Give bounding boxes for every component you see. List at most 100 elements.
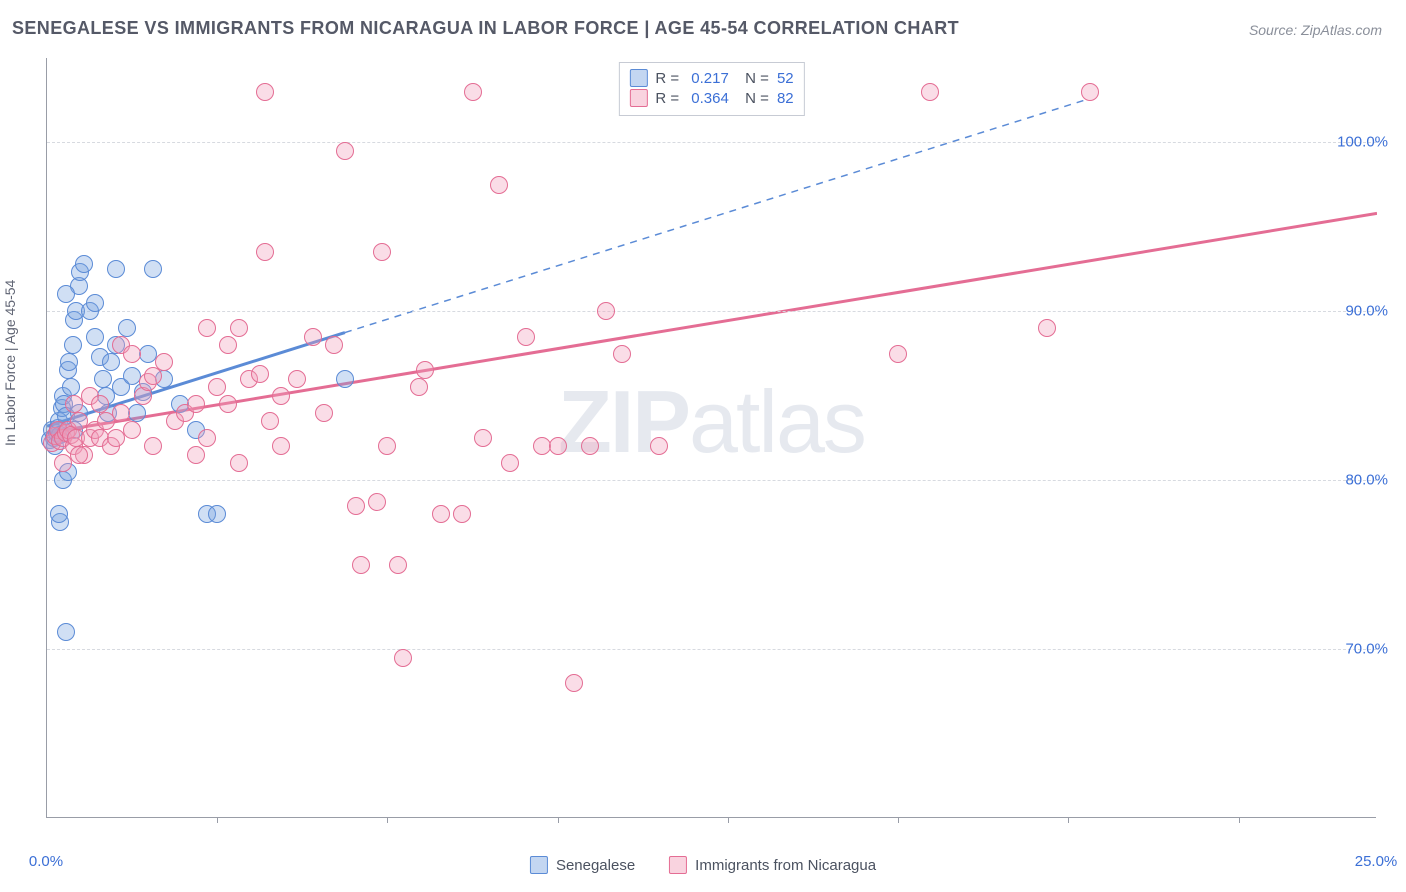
data-point-a [57, 623, 75, 641]
data-point-b [123, 421, 141, 439]
data-point-b [650, 437, 668, 455]
data-point-b [889, 345, 907, 363]
y-tick-label: 90.0% [1345, 303, 1388, 320]
data-point-b [155, 353, 173, 371]
data-point-b [256, 243, 274, 261]
data-point-b [410, 378, 428, 396]
data-point-b [373, 243, 391, 261]
data-point-b [123, 345, 141, 363]
data-point-b [70, 446, 88, 464]
data-point-b [219, 395, 237, 413]
swatch-b-bottom [669, 856, 687, 874]
data-point-b [112, 404, 130, 422]
data-point-a [64, 336, 82, 354]
x-tick [558, 817, 559, 823]
gridline-h [47, 649, 1376, 650]
data-point-a [50, 505, 68, 523]
x-tick [728, 817, 729, 823]
data-point-b [1081, 83, 1099, 101]
trend-lines [47, 58, 1377, 818]
data-point-a [107, 260, 125, 278]
x-tick [1239, 817, 1240, 823]
legend-label-b: Immigrants from Nicaragua [695, 857, 876, 874]
gridline-h [47, 311, 1376, 312]
data-point-a [86, 294, 104, 312]
data-point-b [416, 361, 434, 379]
data-point-b [198, 319, 216, 337]
legend-label-a: Senegalese [556, 857, 635, 874]
data-point-b [613, 345, 631, 363]
data-point-b [432, 505, 450, 523]
legend-item-b: Immigrants from Nicaragua [669, 856, 876, 874]
data-point-b [474, 429, 492, 447]
data-point-b [581, 437, 599, 455]
correlation-legend: R = 0.217 N =52 R = 0.364 N =82 [618, 62, 804, 116]
data-point-b [597, 302, 615, 320]
data-point-b [272, 437, 290, 455]
data-point-b [288, 370, 306, 388]
data-point-a [208, 505, 226, 523]
data-point-b [336, 142, 354, 160]
x-tick [217, 817, 218, 823]
x-tick-label: 25.0% [1355, 853, 1398, 870]
data-point-b [198, 429, 216, 447]
legend-row-a: R = 0.217 N =52 [629, 69, 793, 87]
x-tick [898, 817, 899, 823]
data-point-b [187, 446, 205, 464]
plot-area: ZIPatlas R = 0.217 N =52 R = 0.364 N =82 [46, 58, 1376, 818]
data-point-b [91, 395, 109, 413]
y-axis-label: In Labor Force | Age 45-54 [2, 280, 18, 446]
y-tick-label: 80.0% [1345, 472, 1388, 489]
correlation-chart: SENEGALESE VS IMMIGRANTS FROM NICARAGUA … [0, 0, 1406, 892]
data-point-b [261, 412, 279, 430]
data-point-a [86, 328, 104, 346]
data-point-b [187, 395, 205, 413]
watermark: ZIPatlas [558, 371, 865, 473]
data-point-a [128, 404, 146, 422]
data-point-a [60, 353, 78, 371]
data-point-b [352, 556, 370, 574]
data-point-b [251, 365, 269, 383]
data-point-b [490, 176, 508, 194]
swatch-b [629, 89, 647, 107]
legend-item-a: Senegalese [530, 856, 635, 874]
data-point-b [453, 505, 471, 523]
data-point-b [517, 328, 535, 346]
data-point-a [336, 370, 354, 388]
data-point-b [272, 387, 290, 405]
data-point-b [256, 83, 274, 101]
swatch-a [629, 69, 647, 87]
data-point-b [1038, 319, 1056, 337]
data-point-a [102, 353, 120, 371]
data-point-b [315, 404, 333, 422]
data-point-a [94, 370, 112, 388]
y-tick-label: 100.0% [1337, 134, 1388, 151]
data-point-b [389, 556, 407, 574]
data-point-b [378, 437, 396, 455]
data-point-a [57, 285, 75, 303]
data-point-a [62, 378, 80, 396]
data-point-b [549, 437, 567, 455]
data-point-b [107, 429, 125, 447]
data-point-b [208, 378, 226, 396]
x-tick-label: 0.0% [29, 853, 63, 870]
y-tick-label: 70.0% [1345, 641, 1388, 658]
gridline-h [47, 142, 1376, 143]
chart-title: SENEGALESE VS IMMIGRANTS FROM NICARAGUA … [12, 18, 959, 39]
data-point-b [144, 437, 162, 455]
x-tick [1068, 817, 1069, 823]
data-point-b [347, 497, 365, 515]
data-point-a [144, 260, 162, 278]
x-tick [387, 817, 388, 823]
gridline-h [47, 480, 1376, 481]
data-point-b [368, 493, 386, 511]
data-point-b [394, 649, 412, 667]
data-point-b [464, 83, 482, 101]
data-point-b [921, 83, 939, 101]
data-point-b [304, 328, 322, 346]
data-point-b [230, 319, 248, 337]
data-point-b [65, 395, 83, 413]
data-point-b [219, 336, 237, 354]
data-point-b [230, 454, 248, 472]
data-point-a [75, 255, 93, 273]
